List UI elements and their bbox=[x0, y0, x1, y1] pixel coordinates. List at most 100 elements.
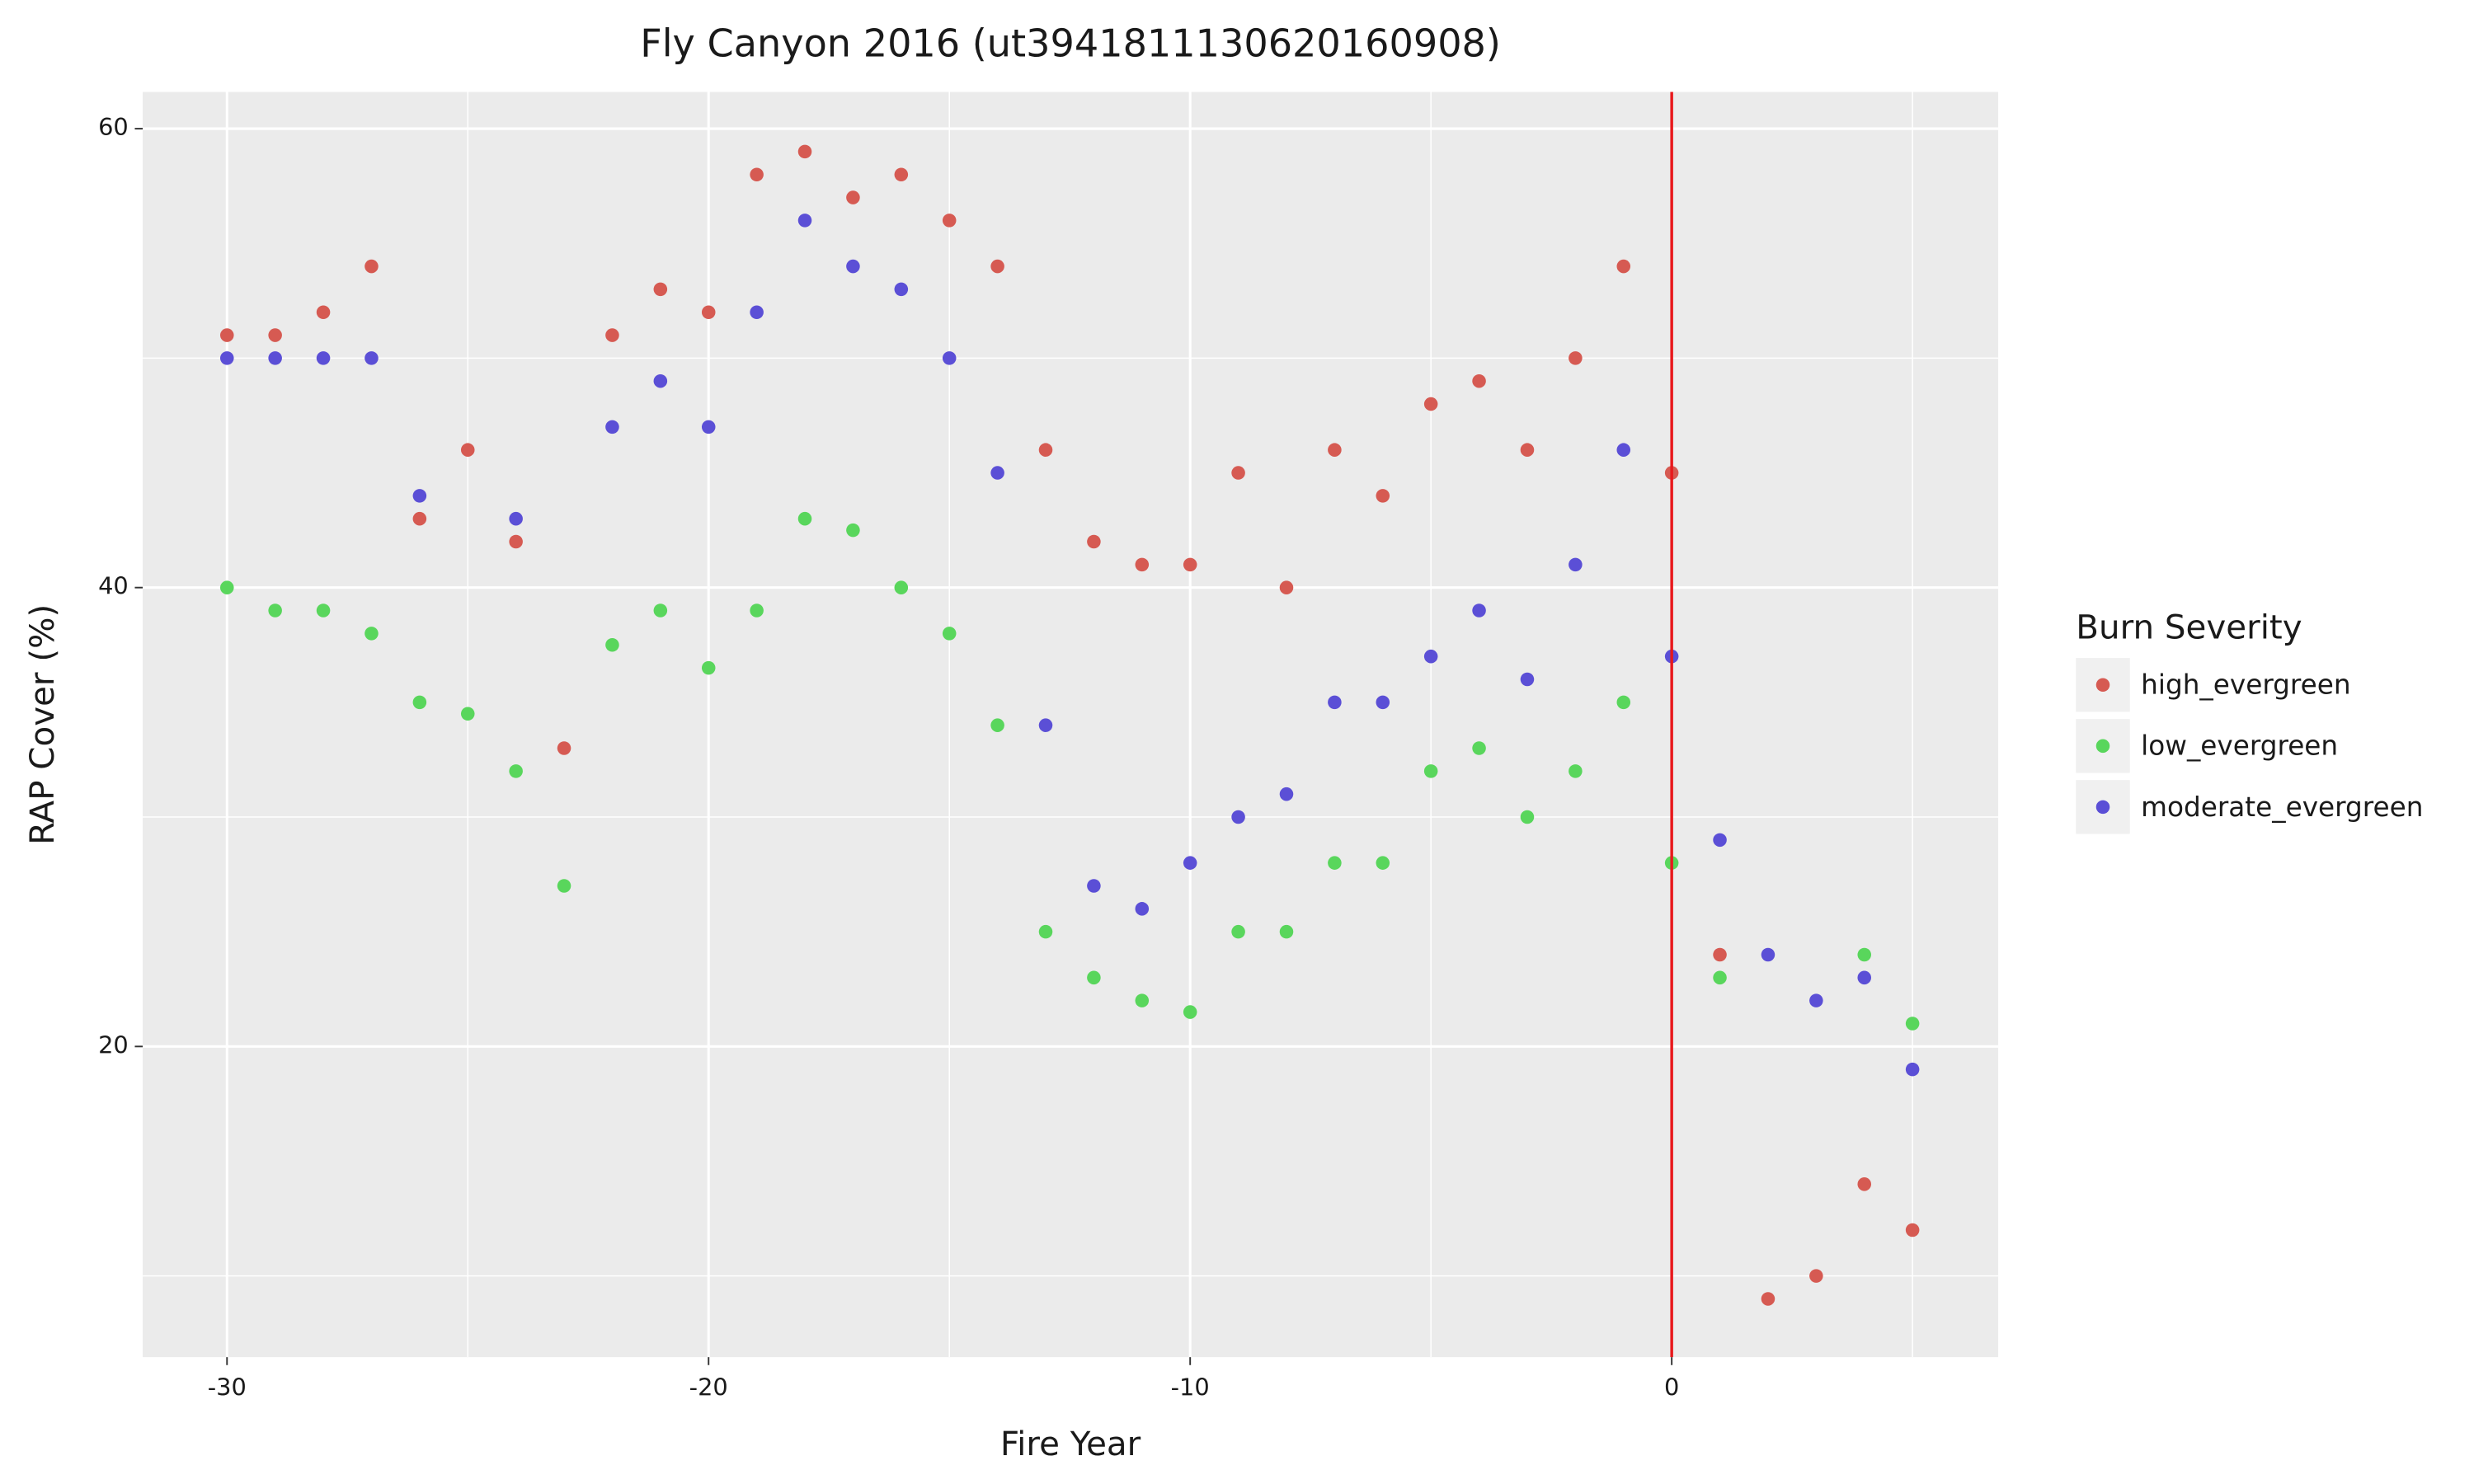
point bbox=[268, 328, 282, 342]
point bbox=[1713, 970, 1727, 985]
point bbox=[1279, 787, 1294, 801]
marks bbox=[220, 144, 1920, 1306]
y-tick-label: 40 bbox=[98, 572, 129, 600]
point bbox=[1231, 810, 1245, 824]
point bbox=[1472, 373, 1486, 388]
point bbox=[1423, 764, 1438, 778]
point bbox=[894, 580, 909, 594]
point bbox=[1616, 259, 1631, 274]
point bbox=[990, 259, 1004, 274]
point bbox=[1423, 649, 1438, 664]
point bbox=[1423, 397, 1438, 411]
point bbox=[701, 660, 716, 675]
point bbox=[1761, 1292, 1776, 1306]
y-tick-label: 60 bbox=[98, 113, 129, 141]
point bbox=[750, 603, 764, 618]
point bbox=[1087, 970, 1101, 985]
point bbox=[1376, 695, 1390, 710]
point bbox=[1231, 924, 1245, 939]
point bbox=[1328, 443, 1342, 457]
point bbox=[846, 259, 860, 274]
point bbox=[1569, 764, 1583, 778]
point bbox=[653, 603, 668, 618]
point bbox=[1520, 443, 1535, 457]
point bbox=[701, 305, 716, 319]
point bbox=[412, 511, 427, 526]
point bbox=[1038, 924, 1053, 939]
point bbox=[1569, 557, 1583, 572]
point bbox=[1038, 718, 1053, 732]
point bbox=[990, 466, 1004, 480]
point bbox=[653, 373, 668, 388]
x-tick-label: -20 bbox=[689, 1374, 728, 1402]
point bbox=[316, 603, 331, 618]
point bbox=[557, 741, 571, 755]
point bbox=[1905, 1223, 1920, 1237]
point bbox=[1328, 856, 1342, 870]
point bbox=[1857, 1177, 1872, 1191]
point bbox=[605, 638, 619, 652]
legend-label: low_evergreen bbox=[2141, 730, 2338, 762]
point bbox=[509, 764, 523, 778]
x-tick-label: -10 bbox=[1171, 1374, 1210, 1402]
point bbox=[1857, 947, 1872, 962]
legend-label: moderate_evergreen bbox=[2141, 791, 2423, 823]
point bbox=[1857, 970, 1872, 985]
point bbox=[268, 351, 282, 365]
point bbox=[1183, 557, 1197, 572]
point bbox=[605, 420, 619, 434]
point bbox=[1616, 695, 1631, 710]
point bbox=[701, 420, 716, 434]
point bbox=[1183, 856, 1197, 870]
chart-title: Fly Canyon 2016 (ut3941811130620160908) bbox=[640, 21, 1501, 65]
point bbox=[1279, 924, 1294, 939]
point bbox=[220, 580, 234, 594]
point bbox=[460, 707, 475, 721]
point bbox=[942, 627, 957, 641]
point bbox=[750, 305, 764, 319]
point bbox=[797, 144, 812, 159]
point bbox=[1520, 810, 1535, 824]
point bbox=[894, 282, 909, 297]
y-tick-label: 20 bbox=[98, 1031, 129, 1059]
x-tick-label: 0 bbox=[1664, 1374, 1679, 1402]
point bbox=[460, 443, 475, 457]
legend-swatch bbox=[2095, 800, 2110, 815]
point bbox=[1183, 1005, 1197, 1019]
point bbox=[1472, 603, 1486, 618]
x-tick-label: -30 bbox=[208, 1374, 247, 1402]
point bbox=[942, 214, 957, 228]
point bbox=[846, 523, 860, 538]
point bbox=[750, 167, 764, 182]
point bbox=[1713, 947, 1727, 962]
point bbox=[894, 167, 909, 182]
point bbox=[412, 695, 427, 710]
point bbox=[1713, 833, 1727, 848]
point bbox=[1087, 534, 1101, 549]
legend: high_evergreen low_evergreen moderate_ever… bbox=[2076, 658, 2423, 834]
legend-swatch bbox=[2095, 678, 2110, 693]
point bbox=[1761, 947, 1776, 962]
point bbox=[1520, 672, 1535, 687]
point bbox=[846, 190, 860, 204]
point bbox=[1231, 466, 1245, 480]
point bbox=[653, 282, 668, 297]
point bbox=[942, 351, 957, 365]
point bbox=[1472, 741, 1486, 755]
point bbox=[990, 718, 1004, 732]
legend-swatch bbox=[2095, 739, 2110, 754]
point bbox=[220, 351, 234, 365]
point bbox=[1905, 1062, 1920, 1077]
point bbox=[1328, 695, 1342, 710]
point bbox=[797, 214, 812, 228]
legend-title: Burn Severity bbox=[2076, 608, 2302, 646]
x-axis-label: Fire Year bbox=[1000, 1425, 1141, 1463]
point bbox=[1376, 489, 1390, 503]
point bbox=[220, 328, 234, 342]
point bbox=[412, 489, 427, 503]
point bbox=[365, 259, 379, 274]
point bbox=[605, 328, 619, 342]
point bbox=[365, 627, 379, 641]
